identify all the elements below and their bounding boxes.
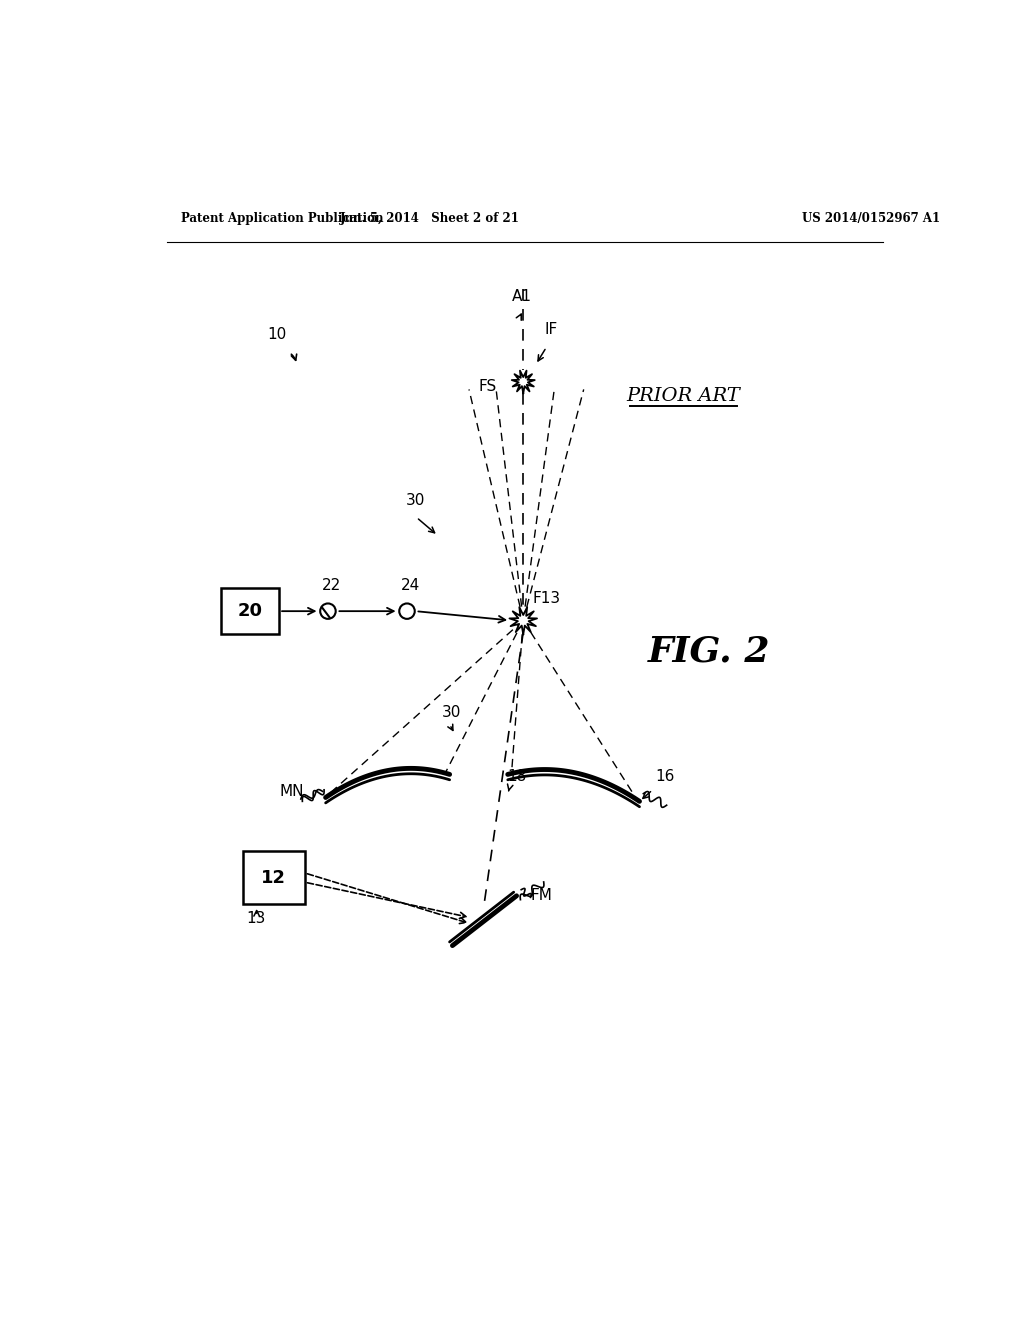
Text: FS: FS xyxy=(478,379,497,393)
Polygon shape xyxy=(512,371,535,393)
Bar xyxy=(221,589,280,635)
Circle shape xyxy=(399,603,415,619)
Text: FIG. 2: FIG. 2 xyxy=(648,634,770,668)
Text: US 2014/0152967 A1: US 2014/0152967 A1 xyxy=(802,213,940,224)
Text: PRIOR ART: PRIOR ART xyxy=(626,387,739,404)
Polygon shape xyxy=(510,607,537,635)
Text: FM: FM xyxy=(530,887,552,903)
Text: 10: 10 xyxy=(267,327,287,342)
Text: 13: 13 xyxy=(247,911,266,927)
Text: 20: 20 xyxy=(238,602,262,620)
Text: A1: A1 xyxy=(512,289,531,304)
Text: Patent Application Publication: Patent Application Publication xyxy=(180,213,383,224)
Text: F13: F13 xyxy=(532,591,561,606)
Text: 30: 30 xyxy=(442,705,461,719)
Text: 24: 24 xyxy=(400,578,420,593)
Text: MN: MN xyxy=(280,784,304,799)
Text: 22: 22 xyxy=(322,578,341,594)
Text: 16: 16 xyxy=(655,768,675,784)
Text: 18: 18 xyxy=(508,768,527,784)
Text: Jun. 5, 2014   Sheet 2 of 21: Jun. 5, 2014 Sheet 2 of 21 xyxy=(340,213,520,224)
Bar xyxy=(243,851,305,904)
Text: 30: 30 xyxy=(406,492,425,508)
Text: 12: 12 xyxy=(261,869,286,887)
Circle shape xyxy=(321,603,336,619)
Text: IF: IF xyxy=(545,322,558,337)
